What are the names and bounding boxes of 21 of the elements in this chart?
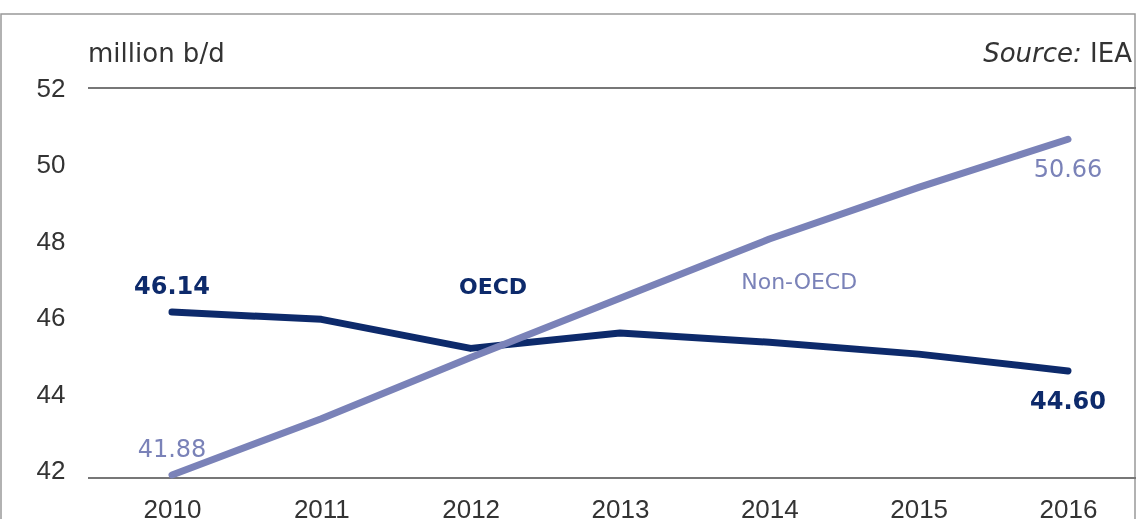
y-tick-label: 42 — [36, 455, 66, 486]
series-label: OECD — [459, 274, 528, 300]
data-label: 46.14 — [134, 272, 210, 301]
y-tick-label: 46 — [36, 302, 66, 333]
y-tick-label: 44 — [36, 378, 66, 409]
series-label: Non-OECD — [741, 268, 858, 294]
y-tick-label: 48 — [36, 225, 66, 256]
x-tick-label: 2010 — [143, 494, 202, 519]
y-tick-label: 50 — [36, 149, 66, 180]
data-label: 41.88 — [137, 434, 207, 463]
x-tick-label: 2011 — [293, 494, 350, 519]
x-tick-label: 2016 — [1039, 494, 1098, 519]
x-tick-label: 2014 — [740, 494, 799, 519]
data-label: 50.66 — [1033, 155, 1103, 184]
source-note: Source: IEA — [983, 38, 1133, 68]
data-label: 44.60 — [1030, 386, 1106, 415]
x-tick-label: 2012 — [442, 494, 501, 519]
y-tick-label: 52 — [36, 72, 66, 103]
x-tick-label: 2013 — [591, 494, 650, 519]
y-axis-title: million b/d — [88, 38, 225, 68]
x-tick-label: 2015 — [890, 494, 949, 519]
